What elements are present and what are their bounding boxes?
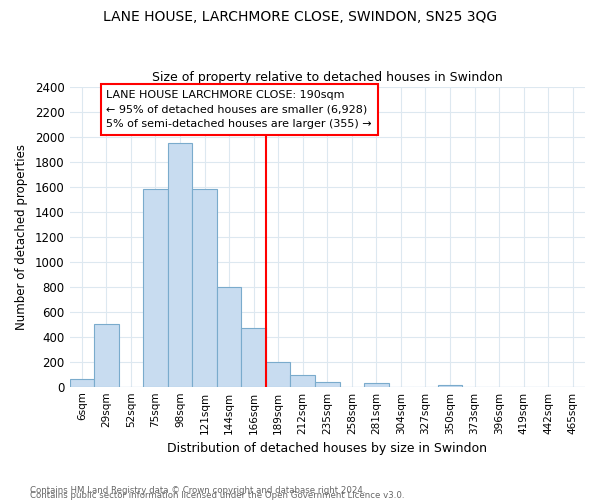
Bar: [217, 287, 241, 386]
Bar: [241, 328, 266, 386]
Bar: [315, 382, 340, 386]
Text: LANE HOUSE LARCHMORE CLOSE: 190sqm
← 95% of detached houses are smaller (6,928)
: LANE HOUSE LARCHMORE CLOSE: 190sqm ← 95%…: [106, 90, 372, 129]
Text: Contains HM Land Registry data © Crown copyright and database right 2024.: Contains HM Land Registry data © Crown c…: [30, 486, 365, 495]
Bar: [70, 379, 94, 386]
Bar: [290, 376, 315, 386]
Bar: [94, 324, 119, 386]
Bar: [168, 143, 192, 386]
Text: LANE HOUSE, LARCHMORE CLOSE, SWINDON, SN25 3QG: LANE HOUSE, LARCHMORE CLOSE, SWINDON, SN…: [103, 10, 497, 24]
Bar: [438, 385, 462, 386]
Y-axis label: Number of detached properties: Number of detached properties: [15, 144, 28, 330]
Bar: [364, 383, 389, 386]
Bar: [192, 190, 217, 386]
Title: Size of property relative to detached houses in Swindon: Size of property relative to detached ho…: [152, 72, 503, 85]
Bar: [266, 362, 290, 386]
Bar: [143, 190, 168, 386]
Text: Contains public sector information licensed under the Open Government Licence v3: Contains public sector information licen…: [30, 491, 404, 500]
X-axis label: Distribution of detached houses by size in Swindon: Distribution of detached houses by size …: [167, 442, 487, 455]
